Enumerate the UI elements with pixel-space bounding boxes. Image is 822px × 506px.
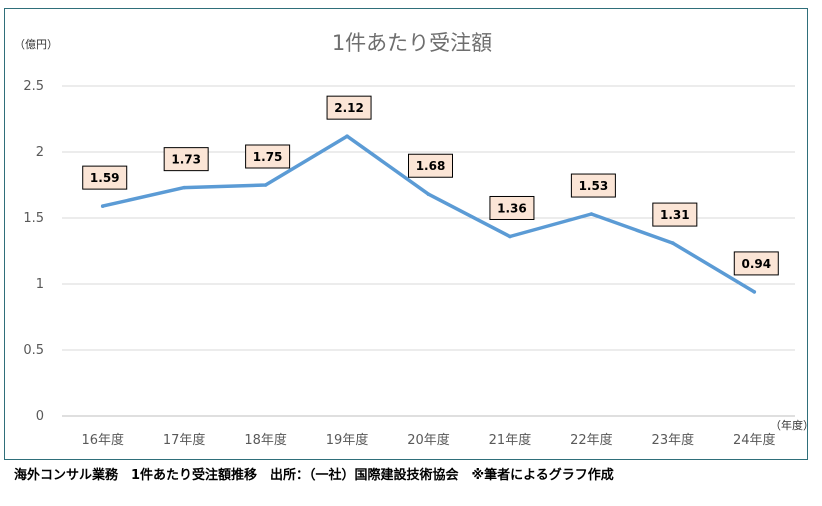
x-tick-label: 20年度 [407,432,450,448]
data-label-text: 1.75 [253,150,283,164]
x-axis-label: （年度） [770,418,814,432]
data-point [508,234,512,239]
chart-title: 1件あたり受注額 [332,31,492,55]
data-label-text: 2.12 [334,101,364,115]
data-label-box [245,144,291,169]
data-label-box [733,251,779,276]
y-tick-label: 1.5 [23,211,44,226]
data-labels: 1.59 1.73 1.75 2.12 1.68 1.36 1.53 1.31 0.94 [82,95,779,276]
data-point [182,185,186,190]
axes: 0 0.5 1 1.5 2 2.5 16年度 17年度 18年度 19年度 20年度 21年度 22年度… [23,79,775,448]
data-label-box [652,202,698,227]
data-point [345,134,349,138]
x-tick-label: 16年度 [81,432,124,448]
x-tick-label: 19年度 [326,432,369,448]
data-label: 1.36 [489,195,535,220]
series [100,134,757,294]
y-tick-label: 0.5 [23,343,44,358]
data-label-box [408,153,453,178]
data-point [426,192,431,197]
data-label: 1.73 [163,147,209,172]
data-point [752,290,757,294]
data-label-box [326,95,372,120]
chart-frame [4,8,808,460]
data-label-box [82,165,128,190]
x-tick-label: 22年度 [570,432,613,448]
data-label-text: 1.53 [579,179,609,193]
data-label: 1.53 [570,173,616,198]
data-point [671,241,675,245]
y-axis-label: （億円） [14,38,58,51]
source-caption: 海外コンサル業務 1件あたり受注額推移 出所：（一社）国際建設技術協会 ※筆者に… [14,468,614,483]
data-label: 1.59 [82,165,128,190]
data-label-text: 1.73 [171,153,201,167]
data-label: 1.68 [408,153,453,178]
x-tick-label: 21年度 [489,432,532,448]
data-label-text: 0.94 [741,257,771,271]
data-label-box [163,147,209,172]
data-label-box [489,195,535,220]
data-label: 1.31 [652,202,698,227]
x-tick-label: 17年度 [163,432,206,448]
x-tick-label: 24年度 [733,432,776,448]
y-tick-label: 1 [36,277,44,292]
data-point [589,212,594,216]
y-tick-label: 2 [36,145,44,160]
data-label: 2.12 [326,95,372,120]
data-point [100,204,105,208]
x-tick-label: 18年度 [244,432,287,448]
data-point [263,183,268,187]
y-tick-label: 2.5 [23,79,44,94]
data-label-text: 1.68 [416,159,446,173]
data-label: 0.94 [733,251,779,276]
data-label-box [570,173,616,198]
data-label: 1.75 [245,144,291,169]
x-tick-label: 23年度 [652,432,695,448]
y-tick-label: 0 [36,409,44,424]
data-label-text: 1.36 [497,201,527,215]
data-label-text: 1.59 [90,171,120,185]
data-label-text: 1.31 [660,208,690,222]
